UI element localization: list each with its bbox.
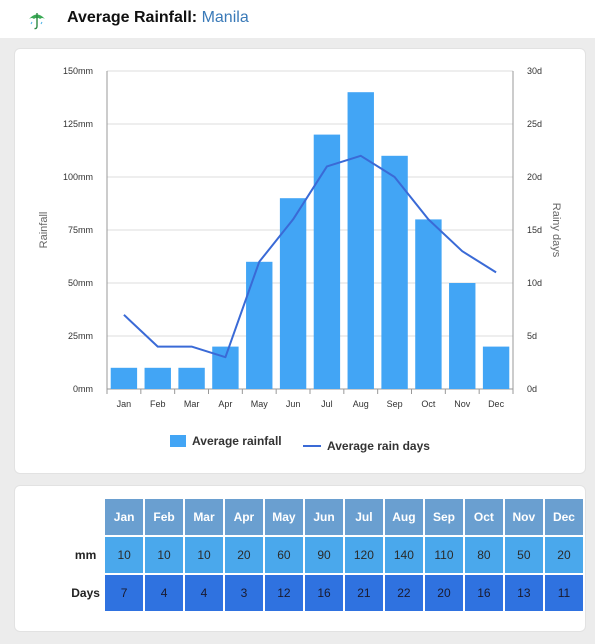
city-name: Manila	[201, 9, 249, 26]
mm-cell: 20	[224, 537, 263, 573]
days-cell: 16	[464, 575, 503, 611]
days-cell: 13	[504, 575, 543, 611]
mm-cell: 120	[344, 537, 383, 573]
legend-swatch-rainfall	[170, 435, 187, 447]
chart-legend: Average rainfall Average rain days	[15, 434, 585, 454]
x-tick-label: Feb	[150, 399, 166, 409]
days-cell: 16	[305, 575, 343, 611]
rainfall-chart: 0mm 0d 25mm 5d 50mm 10d 75mm 15d 100mm 20d 125mm 25…	[38, 66, 562, 409]
row-label-mm: mm	[74, 548, 97, 562]
legend-swatch-rain-days	[303, 445, 321, 447]
x-tick-label: Dec	[488, 399, 505, 409]
x-tick-label: Sep	[387, 399, 403, 409]
y-tick-label: 0mm	[73, 384, 93, 394]
month-header: Jun	[305, 499, 343, 535]
days-cell: 12	[264, 575, 304, 611]
data-table: Jan Feb Mar Apr May Jun Jul Aug Sep Oct …	[66, 497, 585, 613]
page-header: Average Rainfall: Manila	[0, 0, 595, 39]
x-tick-label: Jun	[286, 399, 301, 409]
y2-tick-label: 30d	[527, 66, 542, 76]
bar	[212, 346, 239, 389]
month-header: Jan	[105, 499, 144, 535]
mm-cell: 10	[145, 537, 184, 573]
month-header: Sep	[424, 499, 463, 535]
days-cell: 4	[145, 575, 184, 611]
days-cell: 21	[344, 575, 383, 611]
x-tick-label: Jan	[117, 399, 132, 409]
month-header: Dec	[544, 499, 583, 535]
x-tick-label: Oct	[421, 399, 436, 409]
mm-cell: 10	[105, 537, 144, 573]
table-row-days: Days 7 4 4 3 12 16 21 22 20 16 13 11	[68, 575, 583, 611]
days-cell: 7	[105, 575, 144, 611]
rain-days-line	[123, 154, 497, 359]
y2-tick-label: 20d	[527, 172, 542, 182]
mm-cell: 10	[185, 537, 223, 573]
bar	[415, 219, 442, 389]
table-row-mm: mm 10 10 10 20 60 90 120 140 110 80 50 2…	[68, 537, 583, 573]
chart-card: 0mm 0d 25mm 5d 50mm 10d 75mm 15d 100mm 20d 125mm 25…	[14, 48, 586, 474]
bar	[279, 198, 307, 389]
month-header: Apr	[224, 499, 263, 535]
table-corner	[68, 499, 103, 535]
mm-cell: 90	[305, 537, 343, 573]
month-header: Aug	[384, 499, 423, 535]
title-label: Average Rainfall:	[67, 9, 198, 26]
y2-axis-title: Rainy days	[550, 203, 562, 258]
y2-tick-label: 15d	[527, 225, 542, 235]
y-tick-label: 50mm	[68, 278, 93, 288]
bar	[313, 134, 341, 389]
month-header: Nov	[504, 499, 543, 535]
bar	[347, 92, 374, 389]
month-header: Jul	[344, 499, 383, 535]
y2-tick-label: 5d	[527, 331, 537, 341]
month-header: May	[264, 499, 304, 535]
mm-cell: 60	[264, 537, 304, 573]
y-tick-label: 150mm	[63, 66, 93, 76]
bar	[381, 155, 408, 389]
mm-cell: 20	[544, 537, 583, 573]
y-axis-title: Rainfall	[38, 212, 50, 249]
bar	[449, 283, 476, 389]
days-cell: 11	[544, 575, 583, 611]
days-cell: 3	[224, 575, 263, 611]
y-tick-label: 75mm	[68, 225, 93, 235]
x-tick-label: Jul	[321, 399, 333, 409]
bar	[246, 261, 273, 389]
y2-tick-label: 25d	[527, 119, 542, 129]
y2-tick-label: 0d	[527, 384, 537, 394]
x-tick-label: Aug	[353, 399, 369, 409]
mm-cell: 140	[384, 537, 423, 573]
x-tick-label: Nov	[454, 399, 471, 409]
y-tick-label: 25mm	[68, 331, 93, 341]
month-header: Oct	[464, 499, 503, 535]
mm-cell: 80	[464, 537, 503, 573]
mm-cell: 50	[504, 537, 543, 573]
y-tick-label: 125mm	[63, 119, 93, 129]
umbrella-icon	[29, 13, 45, 30]
legend-label-rain-days: Average rain days	[327, 439, 430, 453]
bar	[178, 367, 205, 389]
bar	[110, 367, 138, 389]
mm-cell: 110	[424, 537, 463, 573]
month-header: Mar	[185, 499, 223, 535]
y-tick-label: 100mm	[63, 172, 93, 182]
x-tick-label: May	[251, 399, 269, 409]
legend-label-rainfall: Average rainfall	[192, 434, 282, 448]
days-cell: 4	[185, 575, 223, 611]
data-table-card: Jan Feb Mar Apr May Jun Jul Aug Sep Oct …	[14, 485, 586, 632]
days-cell: 20	[424, 575, 463, 611]
row-label-days: Days	[71, 586, 100, 600]
bar	[144, 367, 171, 389]
legend-item-rain-days[interactable]: Average rain days	[303, 439, 430, 453]
page-title: Average Rainfall: Manila	[67, 9, 249, 27]
x-tick-label: Apr	[218, 399, 232, 409]
table-header-row: Jan Feb Mar Apr May Jun Jul Aug Sep Oct …	[68, 499, 583, 535]
days-cell: 22	[384, 575, 423, 611]
bar	[482, 346, 510, 389]
legend-item-rainfall[interactable]: Average rainfall	[170, 434, 282, 448]
y2-tick-label: 10d	[527, 278, 542, 288]
month-header: Feb	[145, 499, 184, 535]
x-tick-label: Mar	[184, 399, 200, 409]
